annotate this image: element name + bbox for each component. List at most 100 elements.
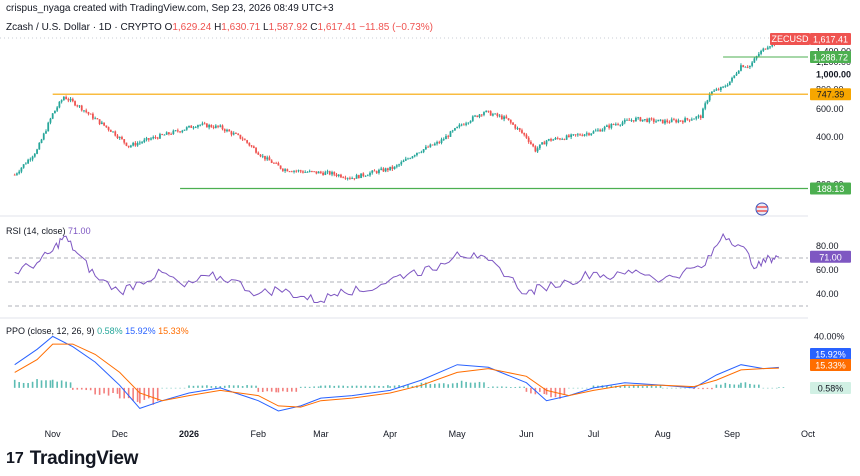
candle	[668, 121, 671, 123]
candle	[221, 125, 224, 130]
ppo-histogram-bar	[342, 385, 344, 388]
candle	[118, 137, 121, 139]
candle	[286, 169, 289, 172]
candle	[31, 156, 34, 160]
candle	[456, 126, 459, 129]
ppo-histogram-bar	[483, 382, 485, 388]
candle	[248, 142, 251, 146]
ppo-histogram-bar	[320, 385, 322, 388]
candle	[56, 107, 59, 111]
candle	[458, 124, 461, 127]
ppo-histogram-bar	[118, 387, 121, 399]
candle	[237, 133, 240, 135]
candle	[675, 119, 678, 123]
tradingview-wordmark: TradingView	[29, 448, 139, 469]
candle	[92, 113, 94, 119]
ppo-histogram-bar	[478, 381, 481, 388]
open-value: 1,629.24	[172, 22, 212, 33]
candle	[353, 178, 356, 180]
symbol-name: Zcash / U.S. Dollar · 1D · CRYPTO	[6, 22, 162, 33]
ppo-histogram-bar	[641, 386, 644, 388]
rsi-last-tag: 71.00	[819, 252, 842, 262]
ppo-histogram-bar	[501, 386, 503, 388]
ppo-histogram-bar	[469, 382, 472, 388]
candle	[147, 138, 150, 140]
ppo-histogram-bar	[127, 387, 130, 399]
low-label: L	[263, 22, 269, 33]
candle	[630, 120, 633, 122]
candle	[116, 135, 119, 139]
candle	[67, 99, 70, 101]
ppo-histogram-bar	[241, 386, 244, 388]
ppo-histogram-bar	[295, 387, 298, 392]
candle	[136, 143, 139, 146]
ppo-histogram-bar	[505, 386, 508, 388]
candle	[704, 103, 707, 109]
candle	[201, 123, 204, 125]
candle	[194, 127, 197, 128]
ppo-histogram-bar	[31, 381, 34, 388]
ppo-histogram-bar	[460, 380, 463, 388]
candle	[505, 116, 508, 119]
candle	[33, 153, 36, 157]
tradingview-logo: 17 TradingView	[6, 448, 138, 470]
candle	[559, 138, 561, 140]
candle	[143, 139, 146, 142]
candle	[552, 139, 555, 141]
ppo-line-value: 15.92%	[125, 326, 156, 336]
ppo-histogram-bar	[775, 387, 778, 389]
candle	[366, 175, 369, 177]
candle	[476, 115, 479, 117]
ppo-histogram-bar	[165, 387, 168, 389]
level-tag-747-bg	[810, 88, 851, 101]
candle	[447, 136, 450, 137]
candle	[451, 130, 454, 132]
candle	[762, 48, 765, 51]
candle	[498, 115, 501, 117]
ppo-histogram-bar	[206, 385, 208, 388]
candle	[597, 129, 599, 131]
ppo-histogram-bar	[170, 387, 172, 389]
candle	[536, 148, 539, 152]
candle	[478, 114, 481, 117]
candle	[235, 133, 237, 134]
candle	[576, 134, 579, 136]
ppo-histogram-bar	[266, 387, 269, 392]
ppo-histogram-bar	[147, 387, 150, 399]
ppo-histogram-bar	[543, 387, 546, 395]
time-axis-tick: Mar	[313, 429, 329, 439]
candle	[483, 112, 485, 115]
candle	[711, 91, 713, 95]
candle	[161, 134, 164, 135]
ppo-histogram-bar	[60, 380, 63, 388]
ppo-histogram-bar	[720, 384, 722, 388]
candle	[264, 155, 266, 160]
candle	[614, 124, 617, 126]
candle	[255, 147, 257, 153]
candle	[281, 168, 284, 171]
ppo-histogram-bar	[328, 385, 331, 388]
ppo-histogram-bar	[364, 385, 367, 388]
ppo-histogram-bar	[237, 385, 239, 388]
ppo-tag: 15.33%	[815, 361, 846, 371]
ppo-histogram-bar	[711, 387, 713, 390]
high-label: H	[214, 22, 222, 33]
candle	[400, 162, 403, 165]
ppo-histogram-bar	[85, 387, 88, 391]
candle	[742, 65, 745, 68]
candle	[393, 166, 396, 169]
rsi-last-value: 71.00	[68, 226, 91, 236]
candle	[494, 113, 497, 115]
time-axis-tick: Feb	[251, 429, 267, 439]
ppo-histogram-bar	[581, 387, 584, 389]
candle	[608, 125, 611, 128]
candle	[740, 65, 742, 71]
candle	[545, 140, 548, 145]
candle	[333, 172, 336, 175]
candle	[567, 135, 570, 138]
candle	[228, 129, 231, 132]
candle	[188, 125, 190, 128]
ppo-histogram-bar	[523, 386, 526, 388]
candle	[632, 120, 635, 122]
